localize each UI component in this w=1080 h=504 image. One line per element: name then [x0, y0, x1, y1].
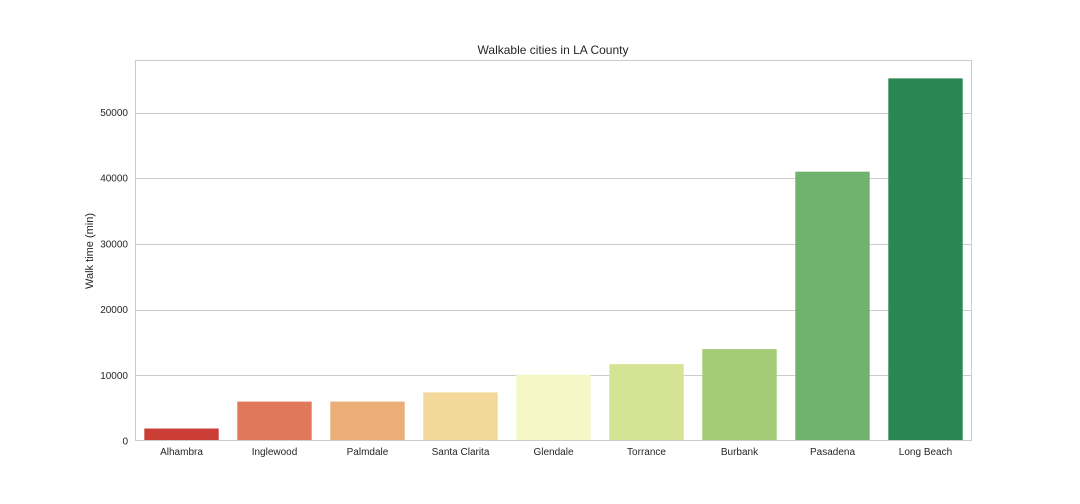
y-tick-label: 30000: [100, 239, 128, 250]
bar-torrance: [609, 364, 684, 441]
y-axis-label: Walk time (min): [84, 213, 96, 289]
x-tick-label: Palmdale: [347, 447, 389, 458]
x-tick-label: Inglewood: [252, 447, 298, 458]
x-tick-label: Glendale: [533, 447, 573, 458]
plot-frame: [135, 60, 972, 441]
y-tick-labels: 0 10000 20000 30000 40000 50000: [100, 108, 128, 447]
y-tick-label: 20000: [100, 305, 128, 316]
x-tick-label: Long Beach: [899, 447, 952, 458]
bar-inglewood: [237, 401, 312, 441]
y-tick-label: 40000: [100, 174, 128, 185]
bar-palmdale: [330, 401, 405, 441]
bar-burbank: [702, 349, 777, 441]
bar-glendale: [516, 374, 591, 441]
bar-pasadena: [795, 171, 870, 441]
bars: [144, 78, 963, 442]
y-tick-label: 10000: [100, 371, 128, 382]
y-tick-label: 0: [122, 437, 128, 448]
bar-long-beach: [888, 78, 963, 442]
x-tick-label: Santa Clarita: [432, 447, 490, 458]
y-tick-label: 50000: [100, 108, 128, 119]
x-tick-label: Alhambra: [160, 447, 203, 458]
x-tick-label: Torrance: [627, 447, 666, 458]
chart-title: Walkable cities in LA County: [478, 43, 629, 57]
x-tick-labels: Alhambra Inglewood Palmdale Santa Clarita Gl…: [160, 447, 952, 458]
x-tick-label: Burbank: [721, 447, 759, 458]
x-tick-label: Pasadena: [810, 447, 855, 458]
bar-alhambra: [144, 428, 219, 441]
bar-santa-clarita: [423, 392, 498, 441]
